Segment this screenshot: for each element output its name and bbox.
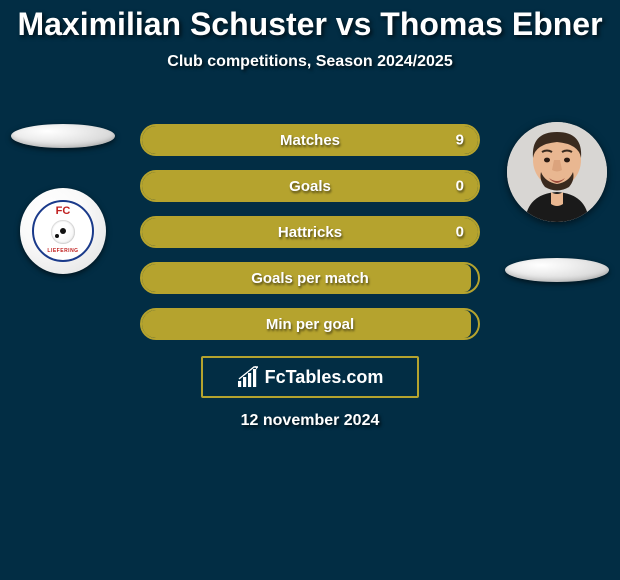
stat-value: 9	[456, 132, 464, 149]
stat-bar: Min per goal	[140, 308, 480, 340]
stat-label: Goals	[289, 178, 331, 195]
stat-bar: Goals 0	[140, 170, 480, 202]
stat-value: 0	[456, 178, 464, 195]
left-player-column: FC LIEFERING	[8, 124, 118, 274]
stat-label: Min per goal	[266, 316, 354, 333]
stat-label: Hattricks	[278, 224, 342, 241]
footer-brand-box: FcTables.com	[201, 356, 419, 398]
page-title: Maximilian Schuster vs Thomas Ebner	[0, 0, 620, 43]
stat-label: Matches	[280, 132, 340, 149]
player1-club-logo: FC LIEFERING	[20, 188, 106, 274]
player1-flag-badge	[11, 124, 115, 148]
stat-label: Goals per match	[251, 270, 369, 287]
stat-bar: Hattricks 0	[140, 216, 480, 248]
stat-value: 0	[456, 224, 464, 241]
avatar-icon	[507, 122, 607, 222]
club-logo-bottom-text: LIEFERING	[34, 248, 92, 254]
right-player-column	[502, 122, 612, 282]
bar-chart-icon	[237, 366, 261, 388]
player2-flag-badge	[505, 258, 609, 282]
stat-bar: Matches 9	[140, 124, 480, 156]
club-logo-graphic: FC LIEFERING	[32, 200, 94, 262]
soccer-ball-icon	[51, 220, 75, 244]
stat-bar: Goals per match	[140, 262, 480, 294]
stat-bars: Matches 9 Goals 0 Hattricks 0 Goals per match M…	[140, 124, 480, 354]
club-logo-top-text: FC	[34, 205, 92, 217]
player2-photo	[507, 122, 607, 222]
footer-brand-text: FcTables.com	[265, 367, 384, 388]
page-subtitle: Club competitions, Season 2024/2025	[0, 53, 620, 71]
date-text: 12 november 2024	[0, 412, 620, 430]
